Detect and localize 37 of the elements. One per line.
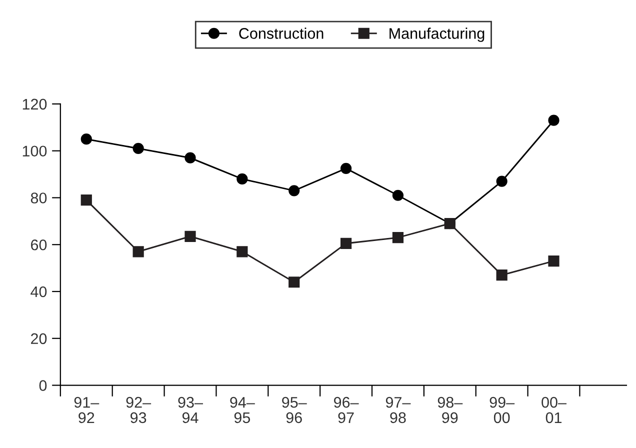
x-tick-label: 97– 98 — [386, 396, 411, 424]
x-tick-label: 99– 00 — [490, 396, 515, 424]
point — [132, 246, 144, 258]
y-tick-label: 60 — [31, 239, 47, 250]
y-tick-label: 20 — [31, 333, 47, 344]
point — [496, 270, 508, 281]
x-tick-label: 95– 96 — [282, 396, 307, 424]
point — [80, 134, 92, 145]
x-tick-label: 94– 95 — [230, 396, 255, 424]
x-tick-label: 91– 92 — [74, 396, 100, 424]
point — [496, 176, 508, 187]
point — [340, 162, 352, 174]
legend-label: Manufacturing — [390, 28, 484, 42]
point — [184, 152, 196, 164]
point — [288, 276, 300, 288]
point — [236, 246, 248, 258]
x-tick-label: 93– 94 — [178, 396, 203, 424]
point — [80, 194, 92, 206]
point — [236, 173, 248, 185]
x-tick-label: 00– 01 — [542, 396, 566, 424]
point — [392, 232, 404, 244]
point — [392, 190, 404, 201]
point — [548, 255, 560, 267]
point — [340, 238, 352, 249]
x-tick-label: 96– 97 — [334, 396, 359, 424]
x-tick-label: 92– 93 — [126, 396, 152, 424]
legend-label: Construction — [239, 28, 324, 39]
y-tick-label: 100 — [22, 146, 47, 157]
x-tick-label: 98– 99 — [438, 396, 463, 424]
point — [548, 114, 560, 126]
point — [184, 230, 196, 242]
point — [288, 185, 300, 196]
y-tick-label: 0 — [39, 380, 47, 391]
y-tick-label: 120 — [22, 98, 47, 110]
y-tick-label: 80 — [30, 192, 47, 204]
y-tick-label: 40 — [30, 286, 47, 298]
point — [132, 142, 144, 154]
